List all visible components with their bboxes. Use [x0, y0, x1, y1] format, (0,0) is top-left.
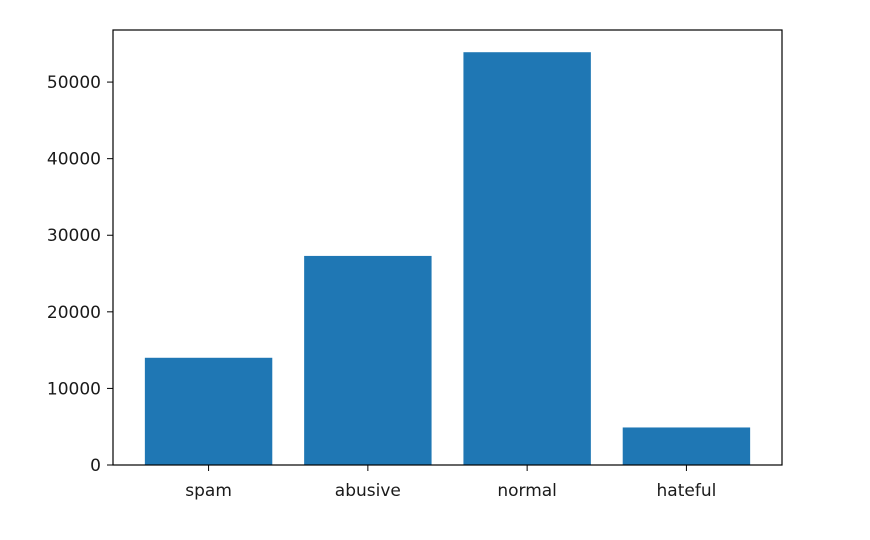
bar-normal	[463, 52, 591, 466]
bar-spam	[144, 357, 273, 465]
y-tick-label-30000: 30000	[47, 226, 101, 246]
y-tick-label-50000: 50000	[47, 73, 101, 93]
y-tick-label-20000: 20000	[47, 303, 101, 323]
plot-frame	[112, 29, 783, 466]
x-tick-label-hateful: hateful	[657, 481, 717, 501]
y-tick-label-10000: 10000	[47, 379, 101, 399]
bar-hateful	[622, 427, 751, 465]
x-tick-label-spam: spam	[185, 481, 232, 501]
y-tick-label-0: 0	[90, 456, 101, 476]
x-tick-label-abusive: abusive	[335, 481, 401, 501]
y-tick-label-40000: 40000	[47, 150, 101, 170]
bar-abusive	[304, 255, 432, 465]
x-tick-label-normal: normal	[497, 481, 557, 501]
